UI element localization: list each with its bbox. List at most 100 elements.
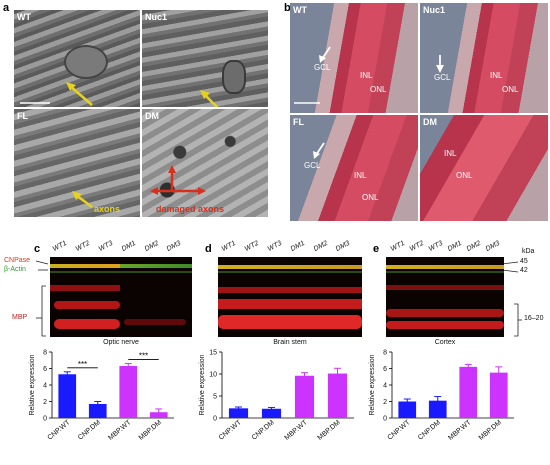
damaged-axon-arrows-icon	[150, 165, 206, 195]
y-tick-label: 5	[213, 394, 217, 401]
bar	[398, 401, 417, 418]
kda-42: 42	[520, 267, 528, 274]
lane-label: WT3	[427, 239, 445, 253]
y-tick-label: 0	[43, 416, 47, 423]
retina-label-nuc1: Nuc1	[423, 5, 446, 15]
lane-label: WT1	[220, 239, 238, 253]
gcl-arrow-icon	[294, 46, 331, 104]
panel-c-letter: c	[34, 243, 41, 255]
bar	[228, 408, 249, 418]
y-tick-label: 8	[43, 350, 47, 357]
retina-image-fl: FL GCL INL ONL	[290, 115, 418, 221]
em-label-wt: WT	[17, 12, 31, 22]
em-label-nuc1: Nuc1	[145, 12, 168, 22]
blot-caption-e: Cortex	[434, 339, 456, 346]
layer-inl: INL	[354, 171, 367, 180]
lane-label: DM1	[446, 239, 464, 253]
layer-onl: ONL	[370, 85, 387, 94]
retina-label-fl: FL	[293, 117, 304, 127]
bar	[327, 373, 348, 418]
layer-gcl: GCL	[304, 161, 321, 170]
layer-inl: INL	[490, 71, 503, 80]
x-tick-label: CNP.DM	[251, 419, 276, 442]
western-blot-d	[218, 257, 362, 337]
em-label-dm: DM	[145, 111, 159, 121]
x-tick-label: MBP.WT	[107, 419, 133, 442]
retina-image-wt: WT GCL INL ONL	[290, 3, 418, 113]
kda-pointers	[501, 261, 522, 337]
western-blot-e	[386, 257, 504, 337]
western-blot-c	[50, 257, 192, 337]
x-tick-label: CNP.WT	[218, 419, 244, 442]
kda-45: 45	[520, 258, 528, 265]
bar	[294, 375, 315, 418]
layer-onl: ONL	[362, 193, 379, 202]
panel-e-letter: e	[373, 243, 380, 255]
em-image-nuc1: Nuc1	[142, 10, 268, 107]
bar	[459, 366, 478, 418]
y-tick-label: 15	[209, 350, 217, 357]
bar	[58, 374, 77, 418]
kda-16-20: 16–20	[524, 315, 544, 322]
gcl-arrow-icon	[436, 55, 444, 73]
y-tick-label: 0	[213, 416, 217, 423]
axon-arrow-icon	[20, 82, 93, 106]
blot-caption-d: Brain stem	[273, 339, 307, 346]
lane-label: DM2	[465, 239, 483, 253]
y-tick-label: 8	[383, 350, 387, 357]
x-tick-label: MBP.WT	[447, 419, 473, 442]
x-tick-label: MBP.DM	[478, 419, 503, 442]
x-tick-label: CNP.WT	[47, 419, 73, 442]
lane-label: WT3	[97, 239, 115, 253]
x-tick-label: CNP.DM	[77, 419, 102, 442]
bar	[261, 408, 282, 418]
gcl-arrow-icon	[313, 142, 325, 159]
lane-label: WT2	[74, 239, 92, 253]
em-note-damaged-axons: damaged axons	[156, 204, 225, 214]
lane-label: WT2	[408, 239, 426, 253]
axon-arrow-icon	[200, 90, 219, 107]
em-image-dm: DM damaged axons	[142, 109, 268, 217]
bar-charts: 0 2 4 6 8 Relative expression CNP.WT CNP.DM MBP.…	[0, 346, 550, 460]
panel-a-letter: a	[3, 2, 10, 14]
layer-inl: INL	[360, 71, 373, 80]
lane-label: DM2	[143, 239, 161, 253]
cnpase-label: CNPase	[4, 257, 31, 264]
y-tick-label: 6	[43, 366, 47, 373]
retina-label-wt: WT	[293, 5, 307, 15]
lane-label: DM3	[334, 239, 352, 253]
lane-label: DM1	[289, 239, 307, 253]
x-tick-label: MBP.WT	[284, 419, 310, 442]
x-tick-label: MBP.DM	[317, 419, 342, 442]
panel-b-letter: b	[284, 2, 291, 14]
significance-label: ***	[139, 352, 148, 361]
y-tick-label: 4	[383, 383, 387, 390]
kda-header: kDa	[522, 248, 535, 255]
y-tick-label: 10	[209, 372, 217, 379]
bar	[428, 400, 447, 418]
significance-label: ***	[78, 360, 87, 369]
y-axis-label: Relative expression	[369, 354, 376, 415]
bar	[119, 366, 138, 418]
actin-label: β-Actin	[4, 266, 26, 273]
label-pointers	[35, 260, 49, 337]
lane-label: WT3	[266, 239, 284, 253]
y-tick-label: 6	[383, 366, 387, 373]
axon-arrow-icon	[72, 191, 93, 208]
lane-label: DM2	[312, 239, 330, 253]
retina-image-dm: DM INL ONL	[420, 115, 548, 221]
y-tick-label: 2	[383, 399, 387, 406]
em-note-axons: axons	[94, 204, 121, 214]
blot-caption-c: Optic nerve	[103, 339, 139, 346]
bar	[88, 403, 107, 418]
y-tick-label: 4	[43, 383, 47, 390]
retina-label-dm: DM	[423, 117, 437, 127]
mbp-label: MBP	[12, 314, 28, 321]
y-tick-label: 2	[43, 399, 47, 406]
retina-image-nuc1: Nuc1 GCL INL ONL	[420, 3, 548, 113]
layer-onl: ONL	[502, 85, 519, 94]
bar	[489, 372, 508, 418]
em-label-fl: FL	[17, 111, 28, 121]
layer-gcl: GCL	[314, 63, 331, 72]
